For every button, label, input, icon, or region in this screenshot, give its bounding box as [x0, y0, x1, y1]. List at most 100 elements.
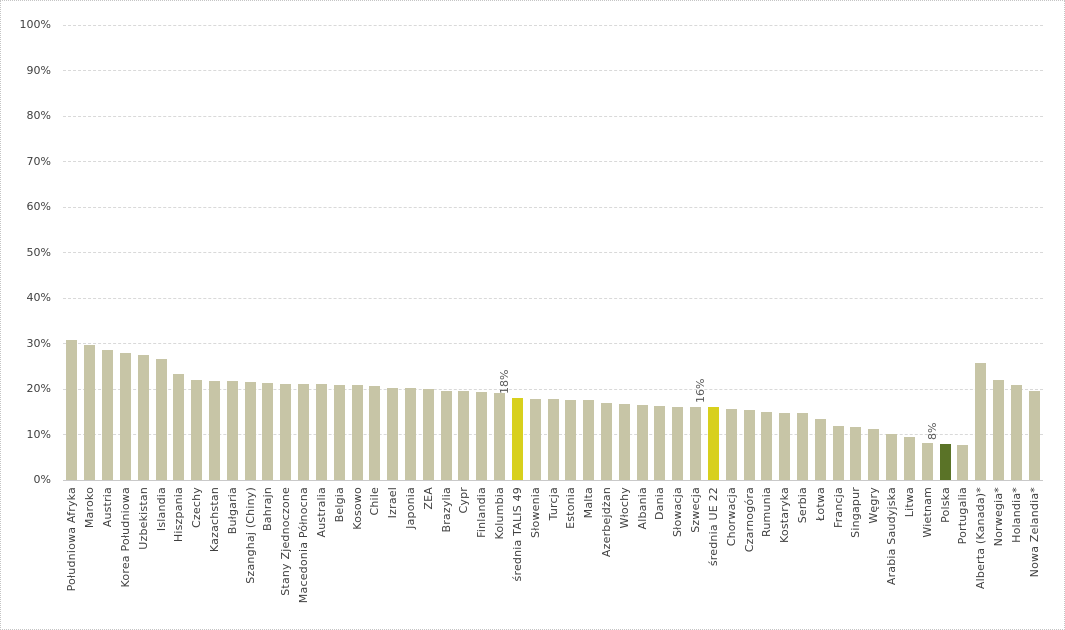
x-tick-label: Belgia [332, 487, 346, 523]
y-tick-label: 0% [33, 473, 51, 486]
bar-data-label: 16% [693, 378, 707, 404]
x-axis-line [63, 480, 1043, 481]
bar-Kazachstan [208, 381, 220, 480]
bar-Singapur [850, 427, 862, 480]
bar-średnia UE 22 [707, 407, 719, 480]
x-tick-label: Łotwa [813, 487, 827, 521]
y-tick-label: 30% [26, 336, 51, 350]
x-tick-label: Hiszpania [172, 487, 186, 543]
bar-Słowacja [672, 407, 684, 480]
bar-Izrael [387, 388, 399, 480]
gridline [63, 252, 1043, 253]
bar-Czarnogóra [743, 410, 755, 480]
x-tick-label: Uzbekistan [136, 487, 150, 550]
bar-Islandia [155, 358, 167, 480]
x-tick-label: Południowa Afryka [65, 487, 79, 592]
bar-Bułgaria [226, 381, 238, 480]
x-tick-label: Chorwacja [724, 487, 738, 547]
bar-Hiszpania [173, 373, 185, 480]
bar-Portugalia [957, 445, 969, 480]
bar-Nowa Zelandia* [1028, 391, 1040, 480]
x-tick-label: Dania [653, 487, 667, 520]
bar-Bahrajn [262, 383, 274, 480]
x-tick-label: Czechy [190, 487, 204, 528]
bar-Brazylia [440, 390, 452, 480]
bar-Maroko [84, 345, 96, 480]
bar-data-label: 18% [497, 369, 511, 395]
x-tick-label: Islandia [154, 487, 168, 532]
bar-Rumunia [761, 412, 773, 480]
bar-Austria [102, 349, 114, 480]
x-tick-label: Korea Południowa [118, 487, 132, 588]
bar-Azerbejdżan [600, 402, 612, 480]
bar-Wietnam [921, 443, 933, 480]
x-tick-label: Włochy [617, 487, 631, 529]
x-tick-label: Alberta (Kanada)* [974, 487, 988, 590]
bar-Holandia* [1010, 384, 1022, 480]
x-tick-label: Estonia [564, 487, 578, 529]
bar-Szanghaj (Chiny) [244, 382, 256, 480]
x-tick-label: Litwa [902, 487, 916, 518]
x-tick-label: Czarnogóra [742, 487, 756, 553]
y-tick-label: 50% [26, 245, 51, 259]
y-tick-label: 100% [19, 18, 51, 31]
gridline [63, 206, 1043, 208]
x-tick-label: Turcja [546, 487, 560, 521]
x-tick-label: Kazachstan [207, 487, 221, 553]
gridline [63, 343, 1043, 344]
x-tick-label: Australia [314, 487, 328, 538]
x-tick-label: Słowacja [671, 487, 685, 538]
bar-Litwa [903, 437, 915, 480]
bar-Słowenia [529, 398, 541, 480]
x-tick-label: Nowa Zelandia* [1027, 487, 1041, 578]
y-tick-label: 80% [26, 109, 51, 122]
x-tick-label: Serbia [795, 487, 809, 524]
bar-Kostaryka [779, 413, 791, 480]
bar-Chile [369, 386, 381, 480]
bar-Alberta (Kanada)* [975, 363, 987, 480]
bar-ZEA [422, 389, 434, 480]
x-tick-label: ZEA [421, 487, 435, 510]
x-tick-label: średnia UE 22 [706, 487, 720, 567]
x-tick-label: Macedonia Północna [297, 487, 311, 604]
x-tick-label: Szanghaj (Chiny) [243, 487, 257, 584]
x-tick-label: Węgry [867, 487, 881, 524]
y-tick-label: 10% [26, 427, 51, 441]
x-tick-label: Polska [938, 487, 952, 523]
bar-data-label: 8% [925, 422, 939, 440]
y-tick-label: 60% [26, 200, 51, 213]
y-tick-label: 40% [26, 291, 51, 304]
x-tick-label: Kostaryka [778, 487, 792, 543]
x-tick-label: Finlandia [475, 487, 489, 538]
y-tick-label: 20% [26, 382, 51, 395]
bar-Szwecja [690, 407, 702, 480]
bar-Arabia Saudyjska [886, 433, 898, 480]
x-tick-label: Izrael [386, 487, 400, 519]
x-tick-label: Cypr [457, 487, 471, 514]
x-tick-label: Brazylia [439, 487, 453, 533]
gridline [63, 70, 1043, 71]
y-tick-label: 90% [26, 63, 51, 77]
x-tick-label: średnia TALIS 49 [510, 487, 524, 582]
x-tick-label: Arabia Saudyjska [885, 487, 899, 586]
bar-Albania [636, 405, 648, 480]
x-tick-label: Japonia [403, 487, 417, 529]
bar-Kosowo [351, 384, 363, 480]
bar-Turcja [547, 398, 559, 480]
x-tick-label: Chile [368, 487, 382, 516]
x-tick-label: Kosowo [350, 487, 364, 530]
bar-Cypr [458, 391, 470, 480]
bar-Chorwacja [725, 409, 737, 480]
y-tick-label: 70% [26, 154, 51, 168]
x-tick-label: Maroko [83, 487, 97, 529]
bar-Australia [315, 384, 327, 480]
bar-Polska [939, 443, 951, 480]
x-tick-label: Stany Zjednoczone [279, 487, 293, 596]
bar-Stany Zjednoczone [280, 383, 292, 480]
bar-Uzbekistan [137, 355, 149, 480]
bar-Estonia [565, 399, 577, 480]
bar-średnia TALIS 49 [511, 398, 523, 480]
bar-Finlandia [476, 391, 488, 480]
x-tick-label: Rumunia [760, 487, 774, 537]
